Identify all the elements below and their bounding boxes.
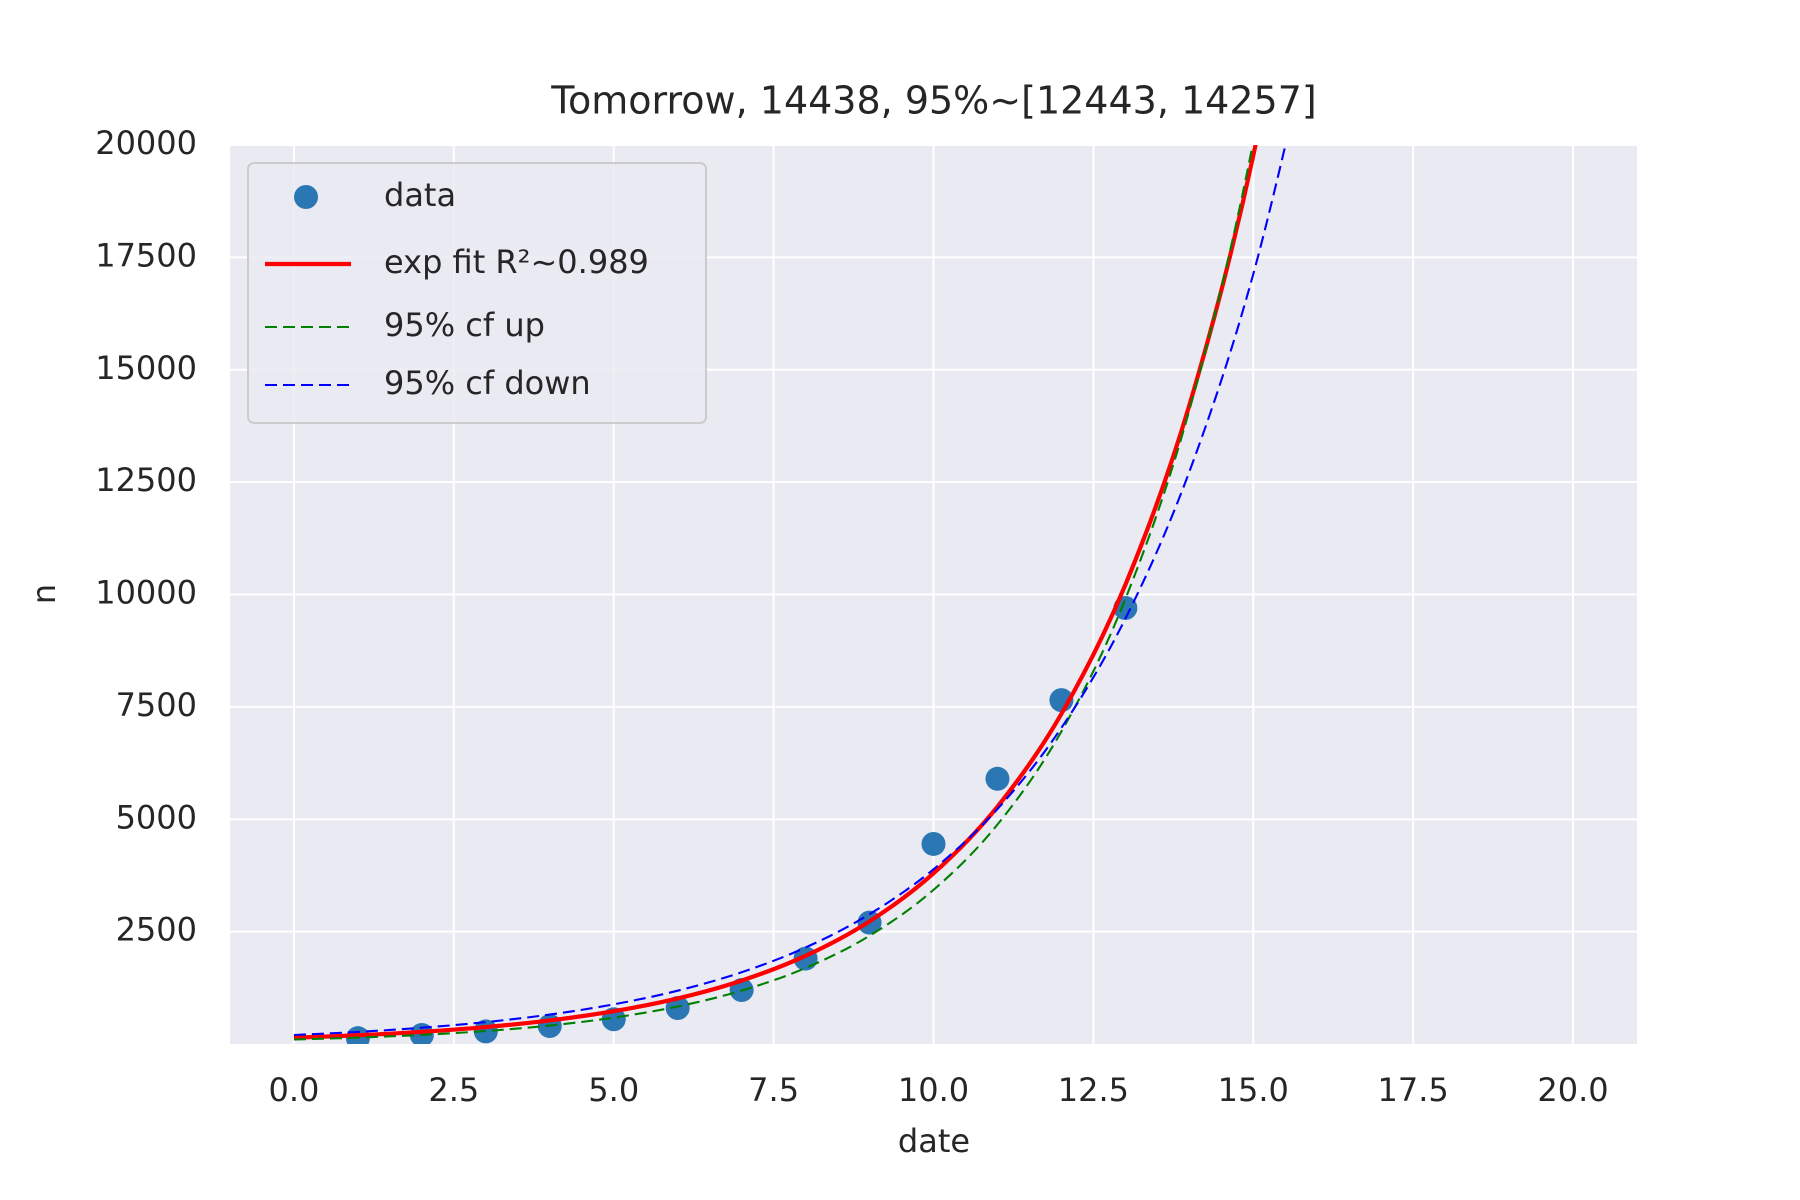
y-tick-label: 2500: [116, 911, 197, 949]
data-point: [985, 766, 1010, 791]
legend-label: 95% cf down: [384, 364, 591, 402]
legend-label: exp fit R²~0.989: [384, 243, 649, 281]
y-tick-label: 17500: [95, 236, 197, 274]
legend-label: data: [384, 176, 456, 214]
x-axis-label: date: [898, 1122, 970, 1160]
x-tick-label: 2.5: [428, 1071, 479, 1109]
x-tick-label: 5.0: [588, 1071, 639, 1109]
x-tick-label: 20.0: [1537, 1071, 1608, 1109]
series-line: [293, 145, 1287, 1037]
plot-marks: [293, 145, 1287, 1044]
chart-title: Tomorrow, 14438, 95%~[12443, 14257]: [550, 79, 1316, 123]
y-tick-label: 7500: [116, 686, 197, 724]
y-axis-label: n: [25, 584, 63, 604]
x-tick-label: 0.0: [269, 1071, 320, 1109]
labels: 0.0 2.5 5.0 7.5 10.0 12.5 15.0 17.5 20.0 2500 5000…: [95, 124, 1608, 1109]
legend-box: [247, 162, 707, 424]
x-tick-label: 17.5: [1378, 1071, 1449, 1109]
x-tick-label: 15.0: [1218, 1071, 1289, 1109]
y-tick-label: 12500: [95, 461, 197, 499]
legend-label: 95% cf up: [384, 306, 545, 344]
legend-marker: [294, 185, 318, 209]
x-tick-label: 10.0: [898, 1071, 969, 1109]
y-tick-label: 5000: [116, 798, 197, 836]
y-tick-label: 15000: [95, 349, 197, 387]
data-point: [921, 831, 946, 856]
x-tick-label: 7.5: [748, 1071, 799, 1109]
x-tick-label: 12.5: [1058, 1071, 1129, 1109]
series-line: [293, 145, 1254, 1041]
data-point: [665, 996, 690, 1021]
y-tick-label: 20000: [95, 124, 197, 162]
legend: data exp fit R²~0.989 95% cf up 95% cf down: [247, 162, 707, 424]
y-tick-label: 10000: [95, 574, 197, 612]
